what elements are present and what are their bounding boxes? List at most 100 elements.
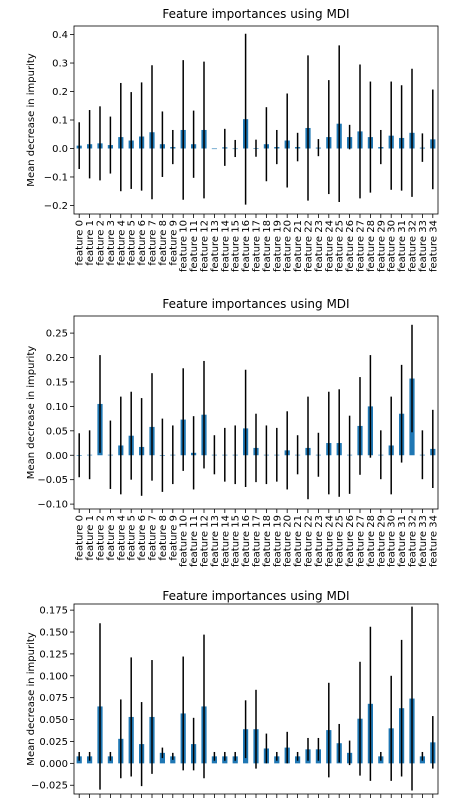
x-tick-label: feature 0	[75, 220, 86, 266]
chart-panel-3: Feature importances using MDI Mean decrea…	[26, 589, 439, 798]
y-tick-label: −0.1	[44, 172, 68, 183]
x-tick-label: feature 23	[314, 515, 325, 567]
x-tick-label: feature 29	[376, 220, 387, 272]
x-tick-label: feature 15	[231, 515, 242, 567]
x-tick-label: feature 12	[200, 515, 211, 567]
x-tick-label: feature 13	[210, 515, 221, 567]
x-tick-label: feature 17	[252, 515, 263, 567]
x-tick-label: feature 25	[335, 220, 346, 272]
x-tick-label: feature 17	[252, 220, 263, 272]
y-tick-label: 0.100	[39, 671, 68, 682]
x-tick-label: feature 33	[418, 220, 429, 272]
x-tick-label: feature 3	[106, 515, 117, 561]
x-tick-label: feature 23	[314, 220, 325, 272]
x-tick-label: feature 30	[387, 220, 398, 272]
x-tick-label: feature 27	[356, 515, 367, 567]
x-tick-label: feature 34	[428, 220, 439, 272]
x-tick-label: feature 10	[179, 515, 190, 567]
y-tick-label: 0.150	[39, 628, 68, 639]
y-tick-label: 0.050	[39, 715, 68, 726]
x-tick-label: feature 7	[148, 220, 159, 266]
x-tick-label: feature 13	[210, 220, 221, 272]
y-tick-label: 0.20	[46, 353, 68, 364]
x-tick-label: feature 25	[335, 515, 346, 567]
y-tick-label: 0.3	[52, 59, 68, 70]
y-axis-label: Mean decrease in impurity	[26, 632, 37, 765]
x-tick-label: feature 21	[293, 220, 304, 272]
y-tick-label: 0.075	[39, 693, 68, 704]
chart-title: Feature importances using MDI	[162, 589, 349, 603]
y-tick-label: 0.10	[46, 402, 68, 413]
y-axis-label: Mean decrease in impurity	[26, 346, 37, 479]
x-tick-label: feature 5	[127, 515, 138, 561]
y-tick-label: 0.05	[46, 426, 68, 437]
x-tick-label: feature 8	[158, 515, 169, 561]
x-tick-label: feature 9	[168, 220, 179, 266]
x-tick-label: feature 2	[96, 220, 107, 266]
x-tick-label: feature 14	[220, 220, 231, 272]
x-tick-label: feature 12	[200, 220, 211, 272]
y-axis-label: Mean decrease in impurity	[26, 53, 37, 186]
x-tick-label: feature 31	[397, 220, 408, 272]
chart-title: Feature importances using MDI	[162, 297, 349, 311]
x-tick-label: feature 32	[408, 220, 419, 272]
bar-feature-13	[211, 148, 217, 150]
x-tick-label: feature 29	[376, 515, 387, 567]
x-tick-label: feature 11	[189, 515, 200, 567]
x-tick-label: feature 1	[85, 515, 96, 561]
x-tick-label: feature 11	[189, 220, 200, 272]
x-tick-label: feature 34	[428, 515, 439, 567]
x-tick-label: feature 9	[168, 515, 179, 561]
x-tick-label: feature 3	[106, 220, 117, 266]
y-tick-label: 0.0	[52, 144, 68, 155]
x-tick-label: feature 16	[241, 515, 252, 567]
x-tick-label: feature 19	[272, 515, 283, 567]
x-tick-label: feature 8	[158, 220, 169, 266]
x-tick-label: feature 31	[397, 515, 408, 567]
y-tick-label: 0.25	[46, 329, 68, 340]
x-tick-label: feature 18	[262, 515, 273, 567]
x-tick-label: feature 26	[345, 515, 356, 567]
x-tick-label: feature 28	[366, 515, 377, 567]
y-tick-label: 0.1	[52, 116, 68, 127]
y-tick-label: 0.125	[39, 649, 68, 660]
x-tick-label: feature 5	[127, 220, 138, 266]
x-tick-label: feature 7	[148, 515, 159, 561]
x-tick-label: feature 27	[356, 220, 367, 272]
y-tick-label: 0.15	[46, 377, 68, 388]
chart-title: Feature importances using MDI	[162, 7, 349, 21]
x-tick-label: feature 4	[116, 515, 127, 561]
y-tick-label: −0.025	[31, 781, 68, 792]
chart-panel-2: Feature importances using MDI Mean decrea…	[26, 297, 439, 567]
y-tick-label: −0.10	[37, 500, 68, 511]
x-tick-label: feature 22	[304, 220, 315, 272]
y-tick-label: 0.000	[39, 759, 68, 770]
x-tick-label: feature 33	[418, 515, 429, 567]
x-tick-label: feature 1	[85, 220, 96, 266]
x-tick-label: feature 20	[283, 220, 294, 272]
y-tick-label: 0.2	[52, 87, 68, 98]
x-tick-label: feature 26	[345, 220, 356, 272]
x-tick-label: feature 15	[231, 220, 242, 272]
plot-frame	[73, 25, 439, 215]
x-tick-label: feature 32	[408, 515, 419, 567]
y-tick-label: −0.05	[37, 475, 68, 486]
x-tick-label: feature 16	[241, 220, 252, 272]
x-tick-label: feature 18	[262, 220, 273, 272]
x-tick-label: feature 0	[75, 515, 86, 561]
x-tick-label: feature 6	[137, 220, 148, 266]
chart-panel-1: Feature importances using MDI Mean decrea…	[26, 7, 439, 272]
x-tick-label: feature 6	[137, 515, 148, 561]
x-tick-label: feature 4	[116, 220, 127, 266]
y-tick-label: 0.175	[39, 606, 68, 617]
y-tick-label: 0.025	[39, 737, 68, 748]
y-tick-label: 0.4	[52, 30, 68, 41]
x-tick-label: feature 10	[179, 220, 190, 272]
x-tick-label: feature 24	[324, 220, 335, 272]
x-tick-label: feature 21	[293, 515, 304, 567]
x-tick-label: feature 14	[220, 515, 231, 567]
y-tick-label: 0.00	[46, 451, 68, 462]
x-tick-label: feature 2	[96, 515, 107, 561]
x-tick-label: feature 30	[387, 515, 398, 567]
x-tick-label: feature 28	[366, 220, 377, 272]
